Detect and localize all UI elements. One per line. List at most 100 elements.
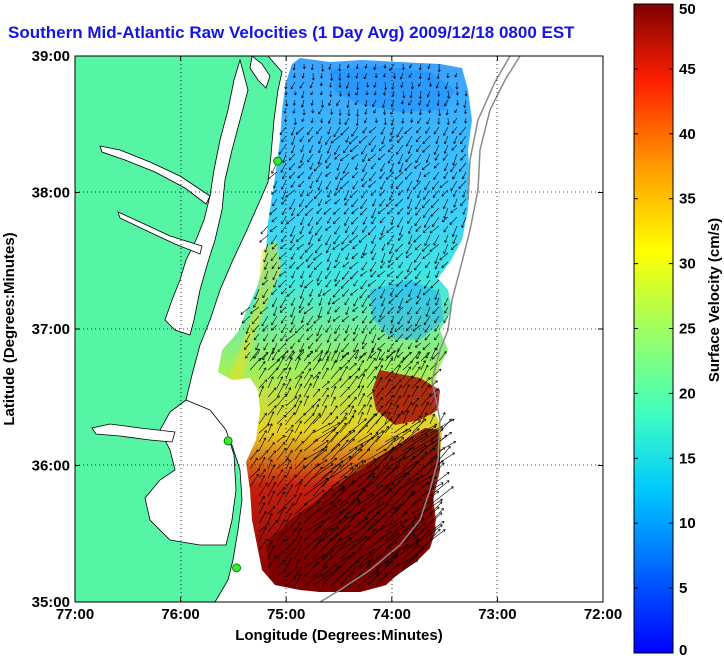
velocity-vector-head: [398, 395, 401, 399]
velocity-vector: [357, 448, 371, 461]
velocity-vector: [379, 306, 386, 318]
velocity-vector: [378, 279, 386, 289]
velocity-vector: [267, 506, 276, 515]
velocity-vector-head: [397, 161, 401, 165]
velocity-vector: [417, 288, 422, 299]
velocity-vector-head: [390, 185, 394, 189]
velocity-vector: [289, 279, 296, 288]
velocity-vector-head: [308, 176, 311, 180]
velocity-vector-head: [399, 76, 403, 80]
velocity-vector-head: [439, 257, 443, 261]
velocity-vector: [357, 549, 375, 560]
velocity-vector: [300, 216, 305, 226]
velocity-vector-head: [434, 261, 438, 264]
velocity-vector: [312, 423, 331, 434]
velocity-vector-head: [349, 195, 353, 198]
velocity-vector-head: [397, 532, 400, 536]
velocity-vector-head: [420, 474, 424, 478]
velocity-vector-head: [379, 377, 383, 381]
velocity-vector-head: [290, 429, 294, 433]
velocity-vector-head: [446, 480, 450, 484]
velocity-vector: [393, 519, 408, 533]
velocity-vector: [282, 171, 287, 180]
velocity-vector: [294, 536, 302, 551]
velocity-vector: [244, 342, 251, 350]
velocity-vector-head: [415, 541, 419, 544]
velocity-vector: [352, 243, 359, 250]
velocity-vector-head: [348, 554, 352, 558]
velocity-vector-head: [418, 76, 422, 80]
velocity-vector-head: [298, 512, 302, 516]
velocity-vector-head: [353, 303, 357, 307]
velocity-vector: [312, 398, 321, 407]
velocity-vector: [352, 180, 359, 190]
velocity-vector-head: [380, 131, 384, 135]
velocity-vector: [393, 72, 396, 79]
velocity-vector-head: [315, 221, 319, 225]
velocity-vector-head: [401, 67, 405, 70]
velocity-vector: [328, 297, 332, 305]
velocity-vector-head: [415, 139, 419, 143]
velocity-vector: [439, 180, 449, 189]
velocity-vector-head: [446, 471, 450, 475]
velocity-vector-head: [373, 357, 376, 361]
velocity-vector-head: [257, 468, 260, 472]
velocity-vector: [434, 252, 440, 264]
velocity-vector-head: [387, 336, 391, 339]
velocity-vector-head: [412, 534, 416, 538]
velocity-vector-head: [408, 447, 412, 451]
velocity-vector-head: [399, 533, 403, 537]
velocity-vector: [339, 395, 351, 407]
x-tick-label: 75:00: [267, 606, 305, 623]
velocity-vector: [312, 375, 319, 389]
velocity-vector-head: [354, 539, 358, 542]
velocity-vector: [264, 243, 269, 253]
velocity-vector: [429, 486, 454, 506]
velocity-vector: [438, 351, 447, 362]
velocity-vector-head: [277, 349, 281, 352]
colorbar-tick-label: 30: [679, 256, 696, 273]
velocity-vector-head: [360, 460, 364, 464]
velocity-vector: [333, 234, 341, 245]
velocity-vector-head: [451, 418, 455, 422]
velocity-vector: [285, 494, 297, 506]
velocity-vector: [374, 63, 377, 70]
velocity-vector: [316, 216, 323, 225]
velocity-vector-head: [304, 503, 308, 506]
velocity-vector-head: [413, 239, 417, 243]
colorbar-tick-label: 45: [679, 61, 696, 78]
y-tick-label: 37:00: [32, 321, 70, 338]
velocity-vector-head: [313, 257, 317, 261]
velocity-vector: [289, 261, 296, 269]
velocity-vector-head: [390, 132, 394, 136]
velocity-vector-head: [415, 160, 419, 163]
velocity-vector: [464, 99, 467, 108]
velocity-vector-head: [354, 102, 358, 106]
velocity-vector-head: [394, 176, 398, 180]
velocity-vector-head: [345, 85, 349, 89]
velocity-vector-head: [269, 459, 273, 463]
velocity-vector-head: [431, 485, 435, 489]
velocity-vector-head: [424, 412, 428, 416]
velocity-vector-head: [298, 310, 302, 313]
velocity-vector: [252, 315, 260, 325]
velocity-vector-head: [326, 381, 330, 384]
velocity-vector-head: [427, 528, 430, 532]
velocity-vector-head: [326, 267, 330, 271]
velocity-vector-head: [297, 339, 301, 343]
velocity-vector-head: [361, 184, 365, 188]
velocity-vector-head: [388, 300, 392, 304]
velocity-vector-head: [404, 176, 408, 180]
velocity-vector-head: [407, 196, 410, 200]
velocity-vector-head: [290, 484, 293, 488]
velocity-vector-head: [272, 277, 276, 281]
velocity-vector: [433, 162, 440, 169]
velocity-vector-head: [423, 225, 427, 228]
velocity-vector-head: [374, 75, 378, 79]
velocity-vector: [408, 144, 413, 154]
velocity-vector-head: [365, 517, 368, 521]
velocity-vector: [393, 559, 419, 578]
velocity-vector: [452, 153, 458, 166]
velocity-vector: [433, 234, 440, 246]
